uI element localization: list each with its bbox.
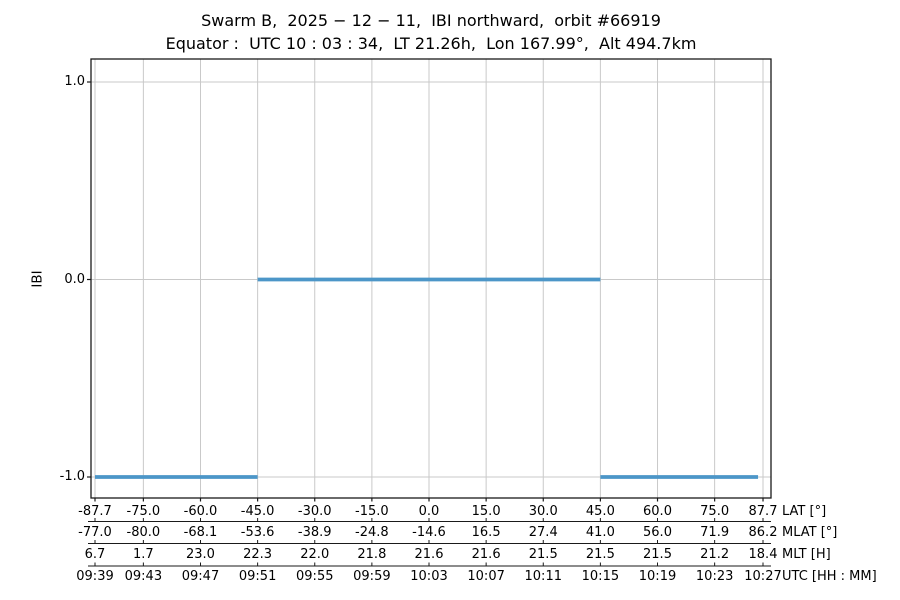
x-tick-label: -45.0 xyxy=(240,503,275,519)
chart-title: Swarm B, 2025 − 12 − 11, IBI northward, … xyxy=(201,11,661,30)
x-tick-label: 41.0 xyxy=(585,524,615,540)
x-tick-label: -68.1 xyxy=(183,524,218,540)
axis-row-label: MLAT [°] xyxy=(782,524,838,540)
x-tick-label: -53.6 xyxy=(240,524,275,540)
y-tick-label: -1.0 xyxy=(59,469,85,484)
x-tick-label: -60.0 xyxy=(183,503,218,519)
x-tick-label: -38.9 xyxy=(297,524,332,540)
x-tick-label: 09:43 xyxy=(124,568,163,584)
x-tick-label: 27.4 xyxy=(528,524,558,540)
x-tick-label: 30.0 xyxy=(528,503,558,519)
x-tick-label: 21.5 xyxy=(643,546,672,562)
x-tick-label: 75.0 xyxy=(700,503,730,519)
axis-row-label: LAT [°] xyxy=(782,503,827,519)
x-tick-label: 21.6 xyxy=(471,546,501,562)
x-tick-label: -14.6 xyxy=(412,524,446,540)
x-tick-label: 09:39 xyxy=(76,568,114,584)
x-tick-label: -15.0 xyxy=(355,503,389,519)
x-tick-label: 10:19 xyxy=(638,568,677,584)
x-tick-label: 86.2 xyxy=(748,524,778,540)
x-tick-label: 09:47 xyxy=(181,568,220,584)
x-tick-label: 21.5 xyxy=(528,546,558,562)
x-tick-label: 21.8 xyxy=(357,546,387,562)
x-tick-label: 71.9 xyxy=(700,524,730,540)
x-tick-label: -24.8 xyxy=(355,524,389,540)
x-tick-label: -30.0 xyxy=(297,503,332,519)
x-tick-label: -80.0 xyxy=(126,524,161,540)
x-tick-label: 21.2 xyxy=(700,546,730,562)
x-tick-label: 22.3 xyxy=(243,546,273,562)
axis-row-label: UTC [HH : MM] xyxy=(782,568,877,584)
x-tick-label: 10:03 xyxy=(410,568,448,584)
x-tick-label: 16.5 xyxy=(471,524,501,540)
x-tick-label: 56.0 xyxy=(643,524,672,540)
x-tick-label: 10:07 xyxy=(467,568,505,584)
x-tick-label: 10:27 xyxy=(744,568,782,584)
x-tick-label: 1.7 xyxy=(133,546,154,562)
x-tick-label: 23.0 xyxy=(186,546,215,562)
x-tick-label: 10:11 xyxy=(524,568,562,584)
y-tick-label: 0.0 xyxy=(64,271,85,287)
axis-row-label: MLT [H] xyxy=(782,546,831,562)
x-tick-label: 10:23 xyxy=(695,568,734,584)
x-tick-label: -75.0 xyxy=(126,503,161,519)
x-tick-label: 09:51 xyxy=(238,568,277,584)
x-tick-label: 21.5 xyxy=(585,546,615,562)
y-tick-label: 1.0 xyxy=(64,74,85,89)
x-tick-label: 6.7 xyxy=(84,546,106,562)
x-tick-label: 15.0 xyxy=(471,503,501,519)
x-tick-label: 09:55 xyxy=(296,568,334,584)
chart-subtitle: Equator : UTC 10 : 03 : 34, LT 21.26h, L… xyxy=(165,34,697,53)
x-tick-label: 10:15 xyxy=(581,568,620,584)
x-tick-label: 60.0 xyxy=(643,503,672,519)
x-tick-label: 87.7 xyxy=(748,503,778,519)
x-tick-label: 09:59 xyxy=(353,568,391,584)
x-tick-label: 22.0 xyxy=(300,546,330,562)
x-tick-label: 45.0 xyxy=(585,503,615,519)
x-tick-label: -87.7 xyxy=(78,503,112,519)
x-tick-label: -77.0 xyxy=(78,524,112,540)
plot-frame xyxy=(90,58,772,499)
x-tick-label: 0.0 xyxy=(418,503,440,519)
x-tick-label: 18.4 xyxy=(748,546,778,562)
x-tick-label: 21.6 xyxy=(414,546,444,562)
